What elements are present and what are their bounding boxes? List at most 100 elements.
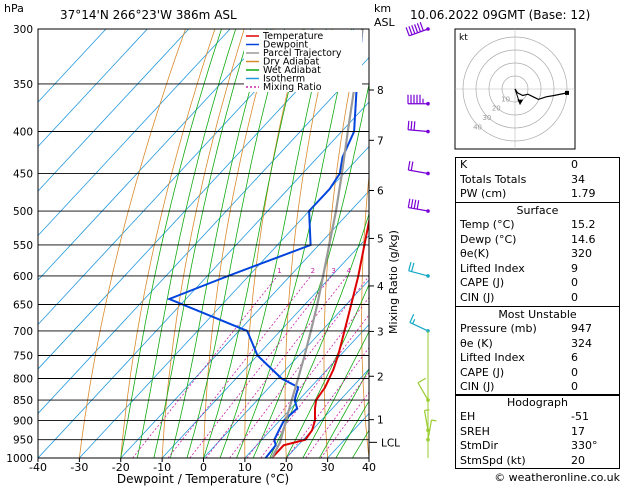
wind-barb-feather [419,22,424,31]
surface-cape-label: CAPE (J) [460,276,505,290]
unstable-pres-value: 947 [571,322,592,335]
km-tick-label: 1 [377,415,384,427]
wind-barb-feather [407,198,411,208]
wet-adiabat-line [319,368,369,458]
wind-barb [426,419,437,442]
wind-barb-feather [417,377,427,384]
wind-barb-staff [427,419,433,440]
hodograph-ring-label: 10 [501,95,510,103]
km-label: km [374,2,391,15]
temperature-tick-label: -40 [29,461,47,474]
hodograph-ring [488,62,542,116]
mixing-ratio-label: 2 [311,267,315,275]
wind-barb-feather [416,23,422,32]
wind-barb-half-feather [431,419,437,422]
surface-theta-label: θe(K) [460,247,490,261]
wind-barb-staff [408,129,429,133]
isotherm-line [38,29,355,370]
copyright: © weatheronline.co.uk [494,471,620,484]
asl-label: ASL [374,16,396,29]
mixing-ratio-label: 4 [347,267,352,275]
temperature-tick-label: -30 [70,461,88,474]
hodograph-ring-label: 30 [482,114,491,122]
wet-adiabat-line [335,400,369,458]
surface-li-label: Lifted Index [460,261,525,275]
wind-barb-staff [409,321,429,332]
pressure-tick-label: 500 [13,206,33,218]
hodograph-end-marker [565,90,569,95]
km-tick-label: 7 [377,135,384,147]
surface-box: Surface Temp (°C) 15.2 Dewp (°C) 14.6 θe(K… [455,202,620,307]
wind-barb-feather [410,121,413,131]
indices-top-box: K 0 Totals Totals 34 PW (cm) 1.79 [455,157,620,203]
wind-barb [407,161,430,176]
pressure-tick-label: 950 [13,435,33,447]
mixing-ratio-label: 1 [277,267,281,275]
km-tick-label: 8 [377,85,384,97]
wind-barb-feather [410,199,414,209]
mixing-ratio-line [189,275,332,458]
pressure-tick-label: 800 [13,373,33,385]
surface-temp-label: Temp (°C) [460,218,515,231]
pressure-tick-label: 900 [13,415,33,427]
hodograph-indices-box: Hodograph EH -51 SREH 17 StmDir 330° StmSpd… [455,394,620,470]
km-tick-label: 4 [377,281,384,293]
wet-adiabat-line [302,330,369,458]
isotherm-line [38,29,148,148]
temperature-tick-label: 20 [279,461,293,474]
dry-adiabat-line [284,29,333,458]
eh-label: EH [460,410,476,423]
hodograph-trace [514,88,568,101]
wind-barb-half-feather [424,409,430,412]
wind-barb-feather [408,26,413,36]
wind-barb-feather [413,199,417,209]
k-label: K [460,158,468,171]
surface-title: Surface [516,204,559,217]
surface-cin-label: CIN (J) [460,290,495,304]
dry-adiabat-line [398,29,420,458]
stmspd-label: StmSpd (kt) [460,453,526,467]
wet-adiabat-line [136,29,237,458]
storm-motion-arrow [517,99,524,105]
hpa-label: hPa [4,2,24,15]
temperature-tick-label: -20 [112,461,130,474]
legend-entry: Dewpoint [263,40,308,51]
isotherm-line [38,29,107,103]
hodograph-ring [475,49,555,129]
unstable-cape-value: 0 [571,365,578,379]
wind-barb-feather [408,261,412,271]
unstable-cape-label: CAPE (J) [460,365,505,379]
pressure-tick-label: 450 [13,168,33,180]
stmdir-label: StmDir [460,439,499,453]
hodograph-ring [501,75,529,103]
wind-barb-feather [416,200,420,210]
unstable-li-value: 6 [571,351,578,365]
legend-entry: Dry Adiabat [263,57,320,68]
wind-barb [407,120,430,134]
wind-barb-feather [411,25,416,34]
unstable-pres-label: Pressure (mb) [460,322,537,335]
km-tick-label: 5 [377,233,384,245]
isotherm-line [285,368,369,458]
mixing-ratio-label: 6 [369,267,374,275]
km-tick-label: 2 [377,371,384,383]
unstable-li-label: Lifted Index [460,351,525,365]
legend-background [244,30,362,92]
pressure-tick-label: 1000 [6,453,33,465]
hodograph-kt-label: kt [459,33,468,43]
wind-barb [407,198,430,213]
legend-entry: Isotherm [263,74,305,85]
dry-adiabat-line [626,29,629,458]
surface-dewp-label: Dewp (°C) [460,232,517,246]
pressure-tick-label: 750 [13,350,33,362]
sreh-value: 17 [571,424,585,438]
unstable-cin-label: CIN (J) [460,380,495,394]
legend-entry: Parcel Trajectory [263,48,342,59]
wind-barb-feather [407,161,411,171]
isotherm-line [38,29,231,237]
tt-value: 34 [571,172,585,186]
legend-entry: Wet Adiabat [263,65,321,76]
